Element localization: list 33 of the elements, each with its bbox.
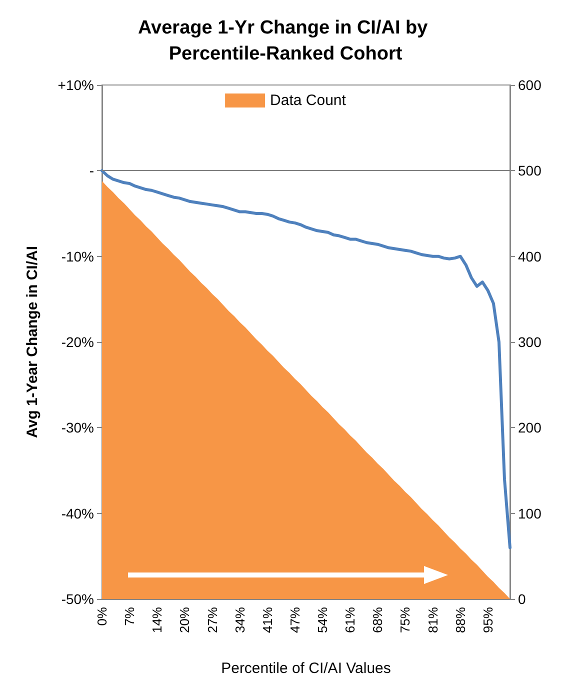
y2-tick-label: 0 (518, 591, 526, 607)
y2-tick-label: 600 (518, 77, 542, 93)
x-tick-label: 75% (398, 606, 413, 634)
x-tick-label: 0% (94, 606, 110, 626)
x-tick-label: 41% (260, 606, 275, 634)
y-tick-label: -30% (61, 420, 94, 436)
y2-tick-label: 300 (518, 334, 542, 350)
x-tick-label: 27% (204, 606, 220, 634)
y-tick-label: +10% (58, 77, 94, 93)
y-tick-label: -50% (61, 591, 94, 607)
x-tick-label: 54% (315, 606, 330, 634)
x-tick-label: 81% (425, 606, 440, 634)
y-tick-label: -10% (61, 248, 94, 264)
y-tick-label: - (89, 162, 94, 179)
y2-tick-label: 100 (518, 505, 542, 522)
x-tick-label: 14% (150, 606, 165, 634)
y-tick-label: -20% (61, 334, 94, 350)
x-tick-label: 34% (232, 606, 248, 634)
x-tick-label: 20% (177, 606, 192, 634)
y2-tick-label: 500 (518, 162, 542, 179)
legend-label: Data Count (270, 92, 347, 109)
x-tick-label: 7% (122, 606, 138, 626)
chart-title: Average 1-Yr Change in CI/AI by Percentile-Ranked Cohort (138, 18, 433, 64)
x-tick-label: 61% (342, 606, 358, 634)
x-axis-title: Percentile of CI/AI Values (221, 660, 391, 677)
y-axis-title: Avg 1-Year Change in CI/AI (24, 246, 41, 438)
y2-tick-label: 400 (518, 248, 542, 264)
y-tick-label: -40% (61, 505, 94, 522)
x-tick-label: 88% (452, 606, 468, 634)
x-tick-label: 95% (480, 606, 496, 634)
x-tick-label: 68% (370, 606, 386, 634)
x-tick-label: 47% (287, 606, 302, 634)
y2-tick-label: 200 (518, 420, 542, 436)
